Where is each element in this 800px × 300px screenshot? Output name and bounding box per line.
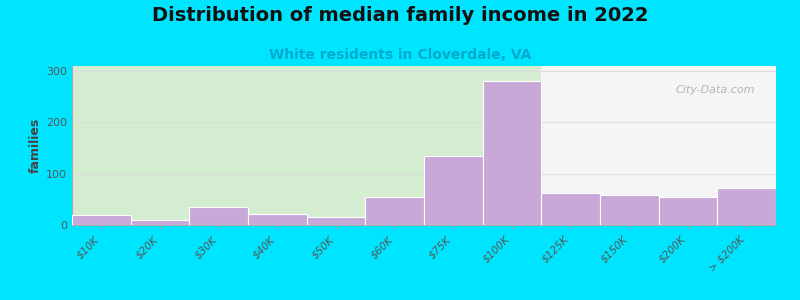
Bar <box>542 193 600 225</box>
Bar <box>190 207 248 225</box>
Bar <box>248 214 306 225</box>
Text: City-Data.com: City-Data.com <box>675 85 755 95</box>
Text: Distribution of median family income in 2022: Distribution of median family income in … <box>152 6 648 25</box>
Bar <box>72 215 130 225</box>
Bar <box>72 66 542 225</box>
Bar <box>424 156 482 225</box>
Bar <box>718 188 776 225</box>
Bar <box>658 197 718 225</box>
Bar <box>366 197 424 225</box>
Bar <box>600 195 658 225</box>
Text: White residents in Cloverdale, VA: White residents in Cloverdale, VA <box>269 48 531 62</box>
Bar <box>130 220 190 225</box>
Bar <box>306 217 366 225</box>
Y-axis label: families: families <box>29 118 42 173</box>
Bar <box>482 81 542 225</box>
